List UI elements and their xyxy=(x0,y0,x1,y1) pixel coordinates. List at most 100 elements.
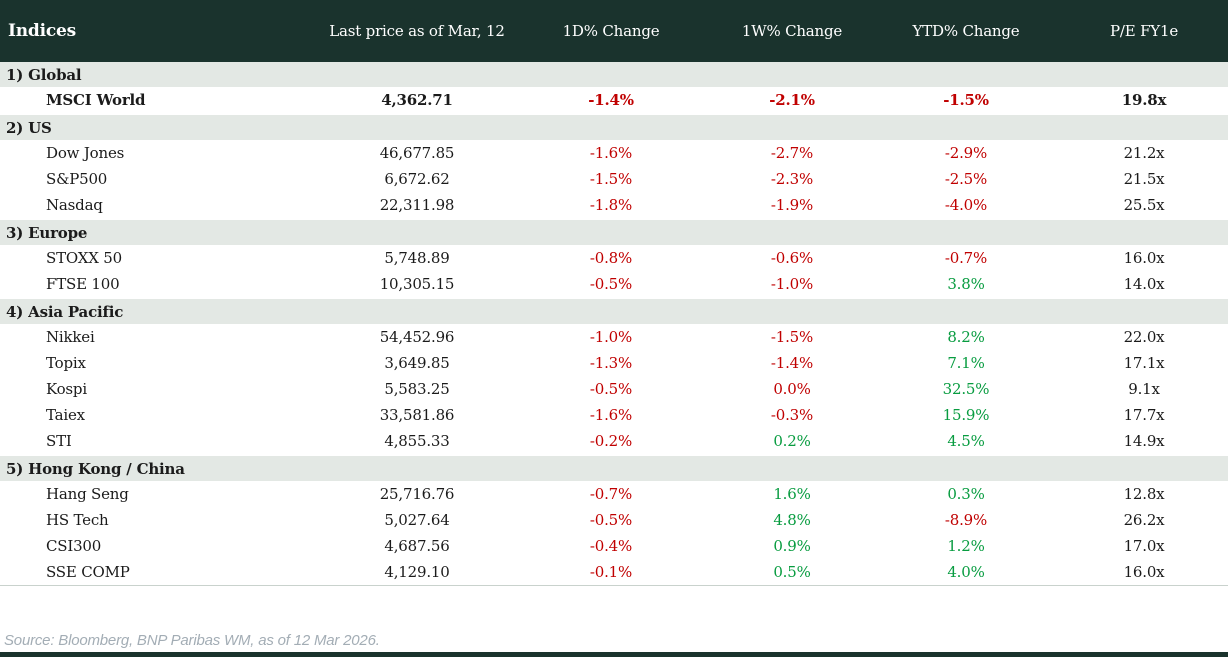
table-row-kospi: Kospi 5,583.25 -0.5% 0.0% 32.5% 9.1x xyxy=(0,376,1228,402)
section-label: 2) US xyxy=(6,118,52,137)
table-row-hang-seng: Hang Seng 25,716.76 -0.7% 1.6% 0.3% 12.8x xyxy=(0,481,1228,507)
change-1d-value: -1.3% xyxy=(589,354,633,372)
change-ytd-value: 1.2% xyxy=(947,537,985,555)
change-ytd-value: -1.5% xyxy=(943,91,989,109)
table-header-row: Indices Last price as of Mar, 12 1D% Cha… xyxy=(0,0,1228,62)
change-1d-value: -0.8% xyxy=(589,249,633,267)
last-price-value: 25,716.76 xyxy=(379,485,455,503)
change-1d-value: -0.7% xyxy=(589,485,633,503)
change-ytd-value: 0.3% xyxy=(947,485,985,503)
section-label: 5) Hong Kong / China xyxy=(6,459,185,478)
section-row-2-us: 2) US xyxy=(0,115,1228,140)
table-row-nikkei: Nikkei 54,452.96 -1.0% -1.5% 8.2% 22.0x xyxy=(0,324,1228,350)
pe-value: 26.2x xyxy=(1123,511,1165,529)
index-name: SSE COMP xyxy=(46,563,130,581)
index-name: STI xyxy=(46,432,72,450)
pe-value: 17.7x xyxy=(1123,406,1165,424)
section-row-5-hong-kong-china: 5) Hong Kong / China xyxy=(0,456,1228,481)
change-1w-value: 0.9% xyxy=(773,537,811,555)
pe-value: 9.1x xyxy=(1128,380,1160,398)
change-1d-value: -1.6% xyxy=(589,144,633,162)
change-1w-value: -1.4% xyxy=(770,354,814,372)
change-ytd-value: -8.9% xyxy=(944,511,988,529)
change-1w-value: -2.3% xyxy=(770,170,814,188)
table-body: 1) Global MSCI World 4,362.71 -1.4% -2.1% -1.… xyxy=(0,62,1228,585)
change-1d-value: -0.5% xyxy=(589,380,633,398)
section-label: 4) Asia Pacific xyxy=(6,302,124,321)
column-header-1d-change: 1D% Change xyxy=(562,22,660,40)
table-row-sti: STI 4,855.33 -0.2% 0.2% 4.5% 14.9x xyxy=(0,428,1228,454)
table-row-csi300: CSI300 4,687.56 -0.4% 0.9% 1.2% 17.0x xyxy=(0,533,1228,559)
change-1w-value: 1.6% xyxy=(773,485,811,503)
table-row-nasdaq: Nasdaq 22,311.98 -1.8% -1.9% -4.0% 25.5x xyxy=(0,192,1228,218)
table-row-msci-world: MSCI World 4,362.71 -1.4% -2.1% -1.5% 19.8x xyxy=(0,87,1228,113)
pe-value: 17.1x xyxy=(1123,354,1165,372)
section-label: 3) Europe xyxy=(6,223,88,242)
column-header-1w-change: 1W% Change xyxy=(741,22,843,40)
pe-value: 19.8x xyxy=(1121,91,1167,109)
change-ytd-value: -4.0% xyxy=(944,196,988,214)
last-price-value: 5,583.25 xyxy=(384,380,450,398)
change-1d-value: -0.4% xyxy=(589,537,633,555)
change-1d-value: -1.6% xyxy=(589,406,633,424)
table-bottom-border xyxy=(0,585,1228,586)
change-1w-value: 0.2% xyxy=(773,432,811,450)
column-header-pe: P/E FY1e xyxy=(1110,22,1178,40)
change-1w-value: -0.3% xyxy=(770,406,814,424)
change-1w-value: -2.1% xyxy=(769,91,815,109)
section-row-1-global: 1) Global xyxy=(0,62,1228,87)
pe-value: 12.8x xyxy=(1123,485,1165,503)
pe-value: 25.5x xyxy=(1123,196,1165,214)
change-1d-value: -0.5% xyxy=(589,511,633,529)
pe-value: 14.0x xyxy=(1123,275,1165,293)
pe-value: 17.0x xyxy=(1123,537,1165,555)
index-name: Taiex xyxy=(46,406,85,424)
change-1w-value: -0.6% xyxy=(770,249,814,267)
change-1d-value: -0.5% xyxy=(589,275,633,293)
table-row-hs-tech: HS Tech 5,027.64 -0.5% 4.8% -8.9% 26.2x xyxy=(0,507,1228,533)
pe-value: 22.0x xyxy=(1123,328,1165,346)
table-row-topix: Topix 3,649.85 -1.3% -1.4% 7.1% 17.1x xyxy=(0,350,1228,376)
change-1w-value: -1.0% xyxy=(770,275,814,293)
index-name: Dow Jones xyxy=(46,144,125,162)
last-price-value: 4,129.10 xyxy=(384,563,450,581)
last-price-value: 54,452.96 xyxy=(379,328,455,346)
table-row-stoxx-50: STOXX 50 5,748.89 -0.8% -0.6% -0.7% 16.0x xyxy=(0,245,1228,271)
table-row-taiex: Taiex 33,581.86 -1.6% -0.3% 15.9% 17.7x xyxy=(0,402,1228,428)
last-price-value: 6,672.62 xyxy=(384,170,450,188)
change-1w-value: 0.0% xyxy=(773,380,811,398)
table-row-dow-jones: Dow Jones 46,677.85 -1.6% -2.7% -2.9% 21.2x xyxy=(0,140,1228,166)
pe-value: 14.9x xyxy=(1123,432,1165,450)
pe-value: 16.0x xyxy=(1123,249,1165,267)
section-row-4-asia-pacific: 4) Asia Pacific xyxy=(0,299,1228,324)
index-name: Kospi xyxy=(46,380,87,398)
index-name: HS Tech xyxy=(46,511,109,529)
last-price-value: 33,581.86 xyxy=(379,406,455,424)
change-ytd-value: -2.9% xyxy=(944,144,988,162)
change-1d-value: -1.0% xyxy=(589,328,633,346)
bottom-accent-bar xyxy=(0,652,1228,657)
change-ytd-value: 7.1% xyxy=(947,354,985,372)
last-price-value: 22,311.98 xyxy=(379,196,455,214)
change-1w-value: 4.8% xyxy=(773,511,811,529)
last-price-value: 46,677.85 xyxy=(379,144,455,162)
index-name: Hang Seng xyxy=(46,485,129,503)
change-1d-value: -0.1% xyxy=(589,563,633,581)
change-1w-value: -2.7% xyxy=(770,144,814,162)
table-title: Indices xyxy=(8,21,76,41)
index-name: Nikkei xyxy=(46,328,95,346)
pe-value: 16.0x xyxy=(1123,563,1165,581)
change-ytd-value: 32.5% xyxy=(942,380,990,398)
last-price-value: 3,649.85 xyxy=(384,354,450,372)
index-name: CSI300 xyxy=(46,537,102,555)
change-1d-value: -0.2% xyxy=(589,432,633,450)
index-name: Topix xyxy=(46,354,86,372)
change-1w-value: -1.9% xyxy=(770,196,814,214)
last-price-value: 5,027.64 xyxy=(384,511,450,529)
change-ytd-value: 8.2% xyxy=(947,328,985,346)
index-name: S&P500 xyxy=(46,170,108,188)
last-price-value: 10,305.15 xyxy=(379,275,455,293)
change-ytd-value: 4.5% xyxy=(947,432,985,450)
change-1w-value: -1.5% xyxy=(770,328,814,346)
